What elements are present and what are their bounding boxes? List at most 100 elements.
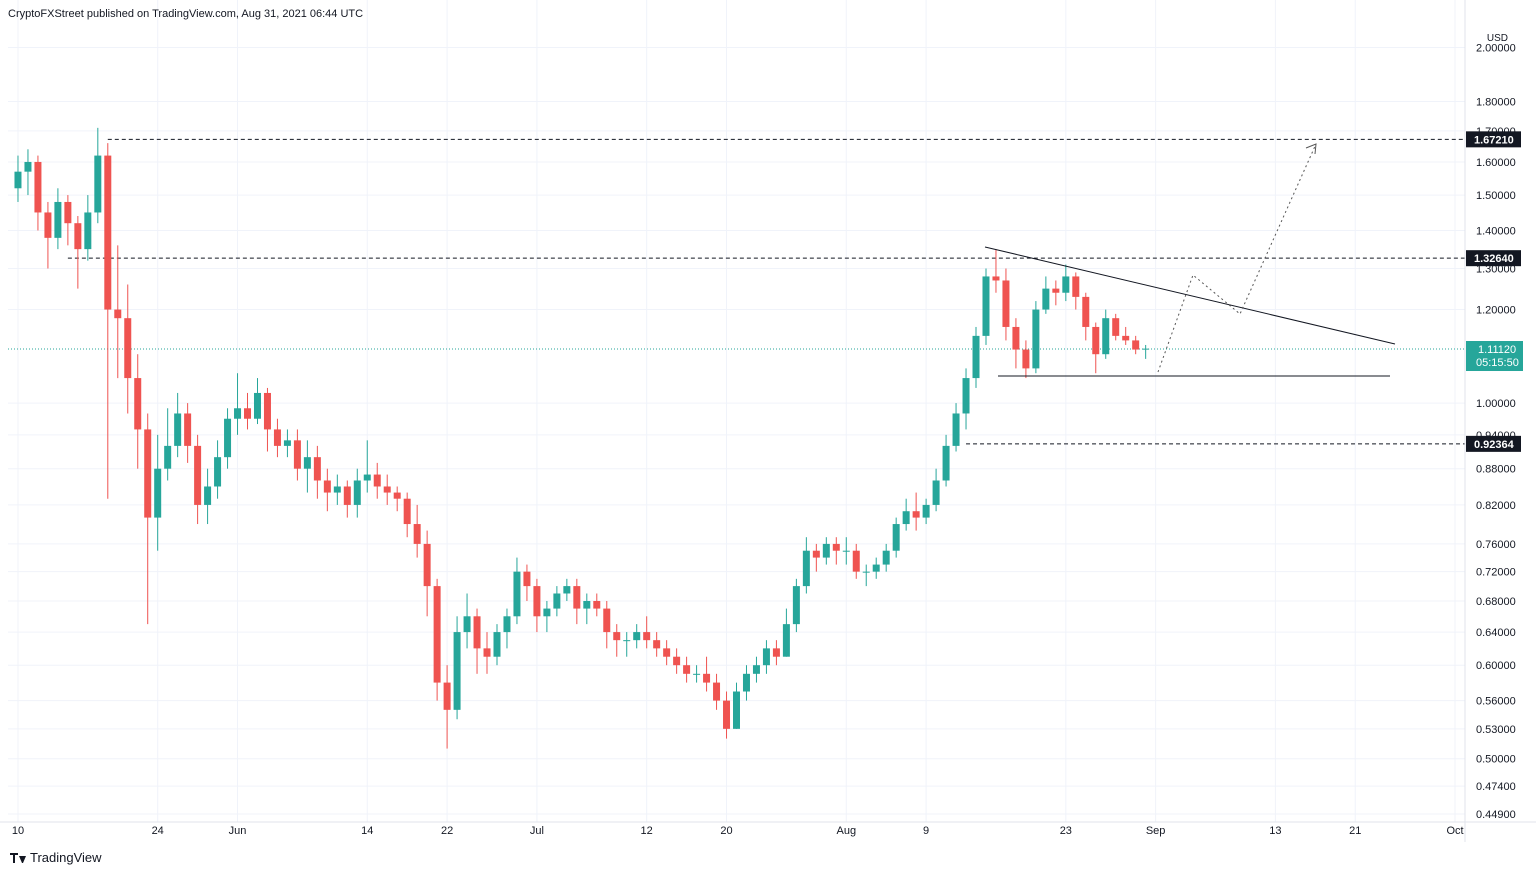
level-label: 1.67210: [1474, 134, 1514, 146]
candle-body: [573, 586, 581, 609]
candle-body: [583, 600, 591, 609]
candle-body: [293, 440, 301, 469]
y-tick-label: 1.50000: [1476, 190, 1516, 202]
candle-body: [932, 480, 940, 505]
drawings: [984, 143, 1396, 377]
candle-body: [603, 608, 611, 633]
y-tick-label: 1.80000: [1476, 97, 1516, 109]
candle-body: [333, 486, 341, 493]
candle-body: [892, 524, 900, 551]
candle-body: [792, 586, 800, 625]
candle-body: [623, 640, 631, 642]
y-tick-label: 0.47400: [1476, 781, 1516, 793]
x-tick-label: Jul: [530, 825, 544, 837]
candle-body: [643, 632, 651, 641]
candle-body: [104, 155, 112, 310]
candle-body: [762, 648, 770, 666]
currency: USD: [1487, 33, 1508, 44]
candle-body: [473, 616, 481, 649]
candle-body: [1132, 340, 1140, 350]
projection-arrow: [1305, 143, 1317, 155]
candle-body: [832, 543, 840, 551]
candle-body: [842, 550, 850, 552]
candle-body: [214, 457, 222, 487]
candle-body: [403, 498, 411, 525]
candle-body: [862, 571, 870, 573]
candle-body: [942, 445, 950, 481]
x-tick-label: 24: [152, 825, 164, 837]
candle-body: [733, 691, 740, 729]
level-label-bg: [1466, 250, 1521, 267]
candle-body: [114, 309, 122, 319]
candle-body: [1052, 288, 1060, 293]
trend-line: [984, 246, 1396, 345]
candle-body: [244, 408, 252, 419]
candle-body: [443, 682, 451, 710]
level-label: 1.32640: [1474, 253, 1514, 265]
candle-body: [563, 586, 571, 594]
y-tick-label: 0.82000: [1476, 500, 1516, 512]
candle-body: [343, 486, 351, 505]
y-tick-label: 1.40000: [1476, 225, 1516, 237]
candle-body: [373, 474, 381, 487]
candle-body: [393, 492, 401, 499]
candle-body: [174, 413, 182, 446]
candle-body: [802, 550, 810, 587]
y-tick-label: 0.68000: [1476, 596, 1516, 608]
level-label-bg: [1466, 131, 1521, 148]
candle-body: [453, 632, 461, 710]
candle-body: [723, 700, 731, 729]
candle-body: [952, 413, 960, 446]
x-tick-label: 13: [1269, 825, 1281, 837]
candle-body: [84, 212, 92, 250]
x-tick-label: 12: [641, 825, 653, 837]
candle-body: [144, 429, 152, 518]
candle-body: [902, 511, 910, 525]
levels: [8, 138, 1465, 445]
candle-body: [882, 550, 890, 565]
candle-body: [772, 648, 780, 657]
candle-body: [523, 571, 531, 587]
y-tick-label: 0.50000: [1476, 754, 1516, 766]
candle-body: [433, 586, 441, 683]
candle-body: [593, 600, 601, 609]
candle-body: [663, 648, 671, 657]
candle-body: [493, 632, 501, 657]
candle-body: [273, 429, 281, 446]
candle-body: [1042, 288, 1050, 310]
candle-body: [713, 682, 721, 701]
candle-body: [303, 457, 311, 469]
candle-body: [413, 524, 421, 544]
grid: [8, 0, 1465, 822]
last-price-bg: [1466, 341, 1523, 372]
candle-body: [922, 504, 930, 518]
candle-body: [313, 457, 321, 481]
x-tick-label: Aug: [836, 825, 856, 837]
candle-body: [673, 656, 681, 666]
candle-body: [653, 640, 661, 649]
x-tick-label: 20: [720, 825, 732, 837]
candle-body: [54, 201, 62, 238]
candle-body: [872, 564, 880, 572]
y-tick-label: 0.60000: [1476, 660, 1516, 672]
candle-body: [363, 474, 371, 481]
candle-body: [822, 543, 830, 558]
y-tick-label: 0.56000: [1476, 696, 1516, 708]
y-tick-label: 1.00000: [1476, 398, 1516, 410]
candle-body: [742, 673, 750, 692]
level-label-bg: [1466, 435, 1521, 452]
candle-body: [1082, 296, 1090, 327]
candle-body: [74, 223, 82, 250]
candle-body: [423, 543, 431, 587]
candle-body: [982, 276, 990, 336]
level-label: 0.92364: [1474, 439, 1515, 451]
candle-body: [533, 586, 541, 617]
candle-body: [992, 276, 1000, 281]
y-tick-label: 2.00000: [1476, 42, 1516, 54]
candle-body: [613, 632, 621, 641]
candle-body: [912, 511, 920, 518]
candle-body: [1012, 326, 1020, 350]
candle-body: [383, 486, 391, 493]
